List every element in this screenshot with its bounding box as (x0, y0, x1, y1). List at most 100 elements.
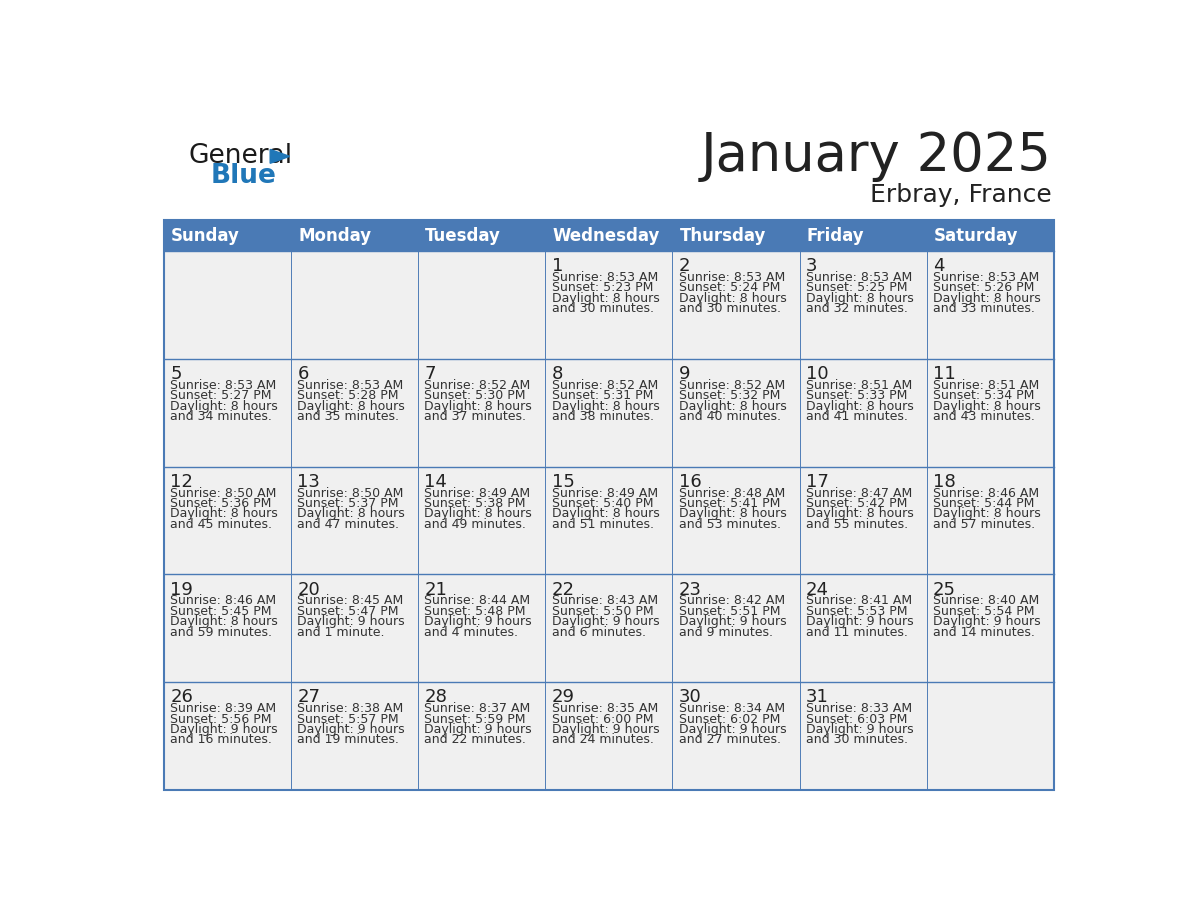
Text: and 27 minutes.: and 27 minutes. (678, 733, 781, 746)
Text: Sunrise: 8:52 AM: Sunrise: 8:52 AM (551, 379, 658, 392)
Bar (672, 466, 800, 575)
Bar (164, 682, 291, 790)
Text: and 38 minutes.: and 38 minutes. (551, 410, 653, 423)
Text: 19: 19 (170, 580, 194, 599)
Bar (164, 359, 291, 466)
Bar (291, 466, 418, 575)
Bar (800, 682, 927, 790)
Bar (927, 575, 1054, 682)
Text: Sunrise: 8:41 AM: Sunrise: 8:41 AM (805, 595, 912, 608)
Text: 18: 18 (933, 473, 955, 491)
Text: Daylight: 9 hours: Daylight: 9 hours (805, 723, 914, 736)
Text: and 19 minutes.: and 19 minutes. (297, 733, 399, 746)
Text: Sunset: 5:34 PM: Sunset: 5:34 PM (933, 389, 1035, 402)
Text: 6: 6 (297, 365, 309, 383)
Text: and 14 minutes.: and 14 minutes. (933, 626, 1035, 639)
Text: Sunrise: 8:49 AM: Sunrise: 8:49 AM (551, 487, 658, 499)
Text: Daylight: 9 hours: Daylight: 9 hours (678, 723, 786, 736)
Bar (672, 220, 800, 251)
Text: 1: 1 (551, 257, 563, 275)
Text: Daylight: 8 hours: Daylight: 8 hours (297, 399, 405, 413)
Text: 9: 9 (678, 365, 690, 383)
Text: 17: 17 (805, 473, 828, 491)
Text: Sunset: 5:56 PM: Sunset: 5:56 PM (170, 712, 272, 726)
Text: Tuesday: Tuesday (425, 227, 501, 245)
Text: Sunrise: 8:44 AM: Sunrise: 8:44 AM (424, 595, 531, 608)
Text: Daylight: 9 hours: Daylight: 9 hours (551, 723, 659, 736)
Text: 3: 3 (805, 257, 817, 275)
Text: Sunrise: 8:53 AM: Sunrise: 8:53 AM (678, 271, 785, 284)
Text: Sunrise: 8:43 AM: Sunrise: 8:43 AM (551, 595, 658, 608)
Text: Daylight: 9 hours: Daylight: 9 hours (170, 723, 278, 736)
Bar (672, 359, 800, 466)
Text: Sunrise: 8:37 AM: Sunrise: 8:37 AM (424, 702, 531, 715)
Text: and 1 minute.: and 1 minute. (297, 626, 385, 639)
Bar (418, 359, 545, 466)
Text: 2: 2 (678, 257, 690, 275)
Text: 16: 16 (678, 473, 701, 491)
Text: Daylight: 8 hours: Daylight: 8 hours (297, 508, 405, 521)
Text: Sunrise: 8:46 AM: Sunrise: 8:46 AM (170, 595, 277, 608)
Bar (545, 359, 672, 466)
Text: 13: 13 (297, 473, 321, 491)
Text: Sunset: 5:51 PM: Sunset: 5:51 PM (678, 605, 781, 618)
Text: and 57 minutes.: and 57 minutes. (933, 518, 1035, 531)
Text: Daylight: 8 hours: Daylight: 8 hours (424, 399, 532, 413)
Bar (164, 251, 291, 359)
Bar (291, 251, 418, 359)
Text: Sunrise: 8:45 AM: Sunrise: 8:45 AM (297, 595, 404, 608)
Text: and 51 minutes.: and 51 minutes. (551, 518, 653, 531)
Text: 21: 21 (424, 580, 447, 599)
Text: Sunrise: 8:53 AM: Sunrise: 8:53 AM (933, 271, 1040, 284)
Text: Daylight: 8 hours: Daylight: 8 hours (805, 399, 914, 413)
Bar (545, 682, 672, 790)
Text: Sunset: 5:36 PM: Sunset: 5:36 PM (170, 497, 272, 510)
Text: General: General (189, 143, 293, 169)
Bar (418, 466, 545, 575)
Text: Sunset: 5:38 PM: Sunset: 5:38 PM (424, 497, 526, 510)
Text: Sunset: 5:48 PM: Sunset: 5:48 PM (424, 605, 526, 618)
Text: and 53 minutes.: and 53 minutes. (678, 518, 781, 531)
Text: Sunset: 5:23 PM: Sunset: 5:23 PM (551, 282, 653, 295)
Text: Sunset: 5:26 PM: Sunset: 5:26 PM (933, 282, 1035, 295)
Bar (927, 251, 1054, 359)
Bar (418, 251, 545, 359)
Text: January 2025: January 2025 (701, 130, 1051, 183)
Text: Daylight: 9 hours: Daylight: 9 hours (933, 615, 1041, 628)
Text: 30: 30 (678, 688, 701, 707)
Text: and 30 minutes.: and 30 minutes. (678, 302, 781, 315)
Text: Sunrise: 8:50 AM: Sunrise: 8:50 AM (297, 487, 404, 499)
Text: Sunset: 5:44 PM: Sunset: 5:44 PM (933, 497, 1035, 510)
Text: and 59 minutes.: and 59 minutes. (170, 626, 272, 639)
Text: Daylight: 8 hours: Daylight: 8 hours (551, 292, 659, 305)
Text: Erbray, France: Erbray, France (870, 183, 1051, 207)
Text: Sunset: 5:37 PM: Sunset: 5:37 PM (297, 497, 399, 510)
Text: Sunset: 5:42 PM: Sunset: 5:42 PM (805, 497, 908, 510)
Bar (545, 466, 672, 575)
Text: and 30 minutes.: and 30 minutes. (805, 733, 908, 746)
Bar (927, 359, 1054, 466)
Bar (545, 220, 672, 251)
Text: Sunrise: 8:34 AM: Sunrise: 8:34 AM (678, 702, 785, 715)
Text: Sunrise: 8:53 AM: Sunrise: 8:53 AM (805, 271, 912, 284)
Text: Daylight: 8 hours: Daylight: 8 hours (170, 615, 278, 628)
Bar (672, 575, 800, 682)
Text: Daylight: 9 hours: Daylight: 9 hours (424, 723, 532, 736)
Text: 31: 31 (805, 688, 828, 707)
Text: and 16 minutes.: and 16 minutes. (170, 733, 272, 746)
Text: Daylight: 9 hours: Daylight: 9 hours (551, 615, 659, 628)
Text: Daylight: 8 hours: Daylight: 8 hours (805, 292, 914, 305)
Text: Sunset: 5:31 PM: Sunset: 5:31 PM (551, 389, 653, 402)
Text: Sunrise: 8:48 AM: Sunrise: 8:48 AM (678, 487, 785, 499)
Text: Blue: Blue (210, 163, 277, 189)
Text: Daylight: 8 hours: Daylight: 8 hours (678, 292, 786, 305)
Text: Sunset: 5:32 PM: Sunset: 5:32 PM (678, 389, 781, 402)
Text: Friday: Friday (807, 227, 864, 245)
Text: 5: 5 (170, 365, 182, 383)
Text: Daylight: 8 hours: Daylight: 8 hours (170, 508, 278, 521)
Text: Sunset: 5:59 PM: Sunset: 5:59 PM (424, 712, 526, 726)
Text: 24: 24 (805, 580, 829, 599)
Text: Monday: Monday (298, 227, 371, 245)
Text: Thursday: Thursday (680, 227, 766, 245)
Text: 11: 11 (933, 365, 955, 383)
